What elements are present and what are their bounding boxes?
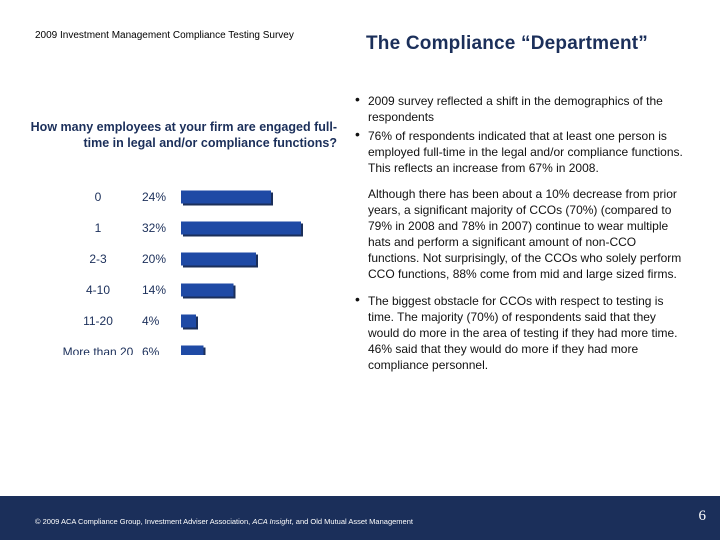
category-label: 11-20 [83,314,113,328]
bullet-text: 76% of respondents indicated that at lea… [368,129,683,175]
bar-chart: 0 24% 1 32% 2-3 20% 4-10 14% 11-20 4% More than 20… [63,190,303,355]
bullet-dot-icon: • [355,291,360,307]
value-label: 4% [142,314,160,328]
survey-label: 2009 Investment Management Compliance Te… [35,30,294,41]
bar [181,314,196,328]
category-label: 2-3 [89,252,107,266]
bullet-dot-icon: • [355,126,360,142]
body-paragraph: Although there has been about a 10% decr… [368,187,682,281]
bullet-text: 2009 survey reflected a shift in the dem… [368,94,663,124]
category-label: 4-10 [86,283,110,297]
bullet-item: • 2009 survey reflected a shift in the d… [355,91,690,125]
page-number: 6 [698,508,707,524]
bullet-text: The biggest obstacle for CCOs with respe… [368,294,678,372]
category-label: 0 [95,190,102,204]
bullet-list: • 2009 survey reflected a shift in the d… [355,91,690,376]
value-label: 6% [142,345,160,355]
bar [181,252,256,266]
copyright-brand: ACA Insight [252,517,292,526]
footer-bar [0,496,720,540]
category-label: More than 20 [63,345,134,355]
page-title: The Compliance “Department” [366,33,649,54]
bullet-item: • The biggest obstacle for CCOs with res… [355,291,690,373]
category-label: 1 [95,221,102,235]
bullet-dot-icon: • [355,91,360,107]
value-label: 24% [142,190,166,204]
bar [181,190,271,204]
value-label: 32% [142,221,166,235]
bar [181,345,204,355]
bullet-item: • 76% of respondents indicated that at l… [355,126,690,176]
copyright: © 2009 ACA Compliance Group, Investment … [35,517,413,526]
value-label: 20% [142,252,166,266]
bar [181,283,234,297]
chart-question: How many employees at your firm are enga… [30,120,337,150]
bar [181,221,301,235]
value-label: 14% [142,283,166,297]
